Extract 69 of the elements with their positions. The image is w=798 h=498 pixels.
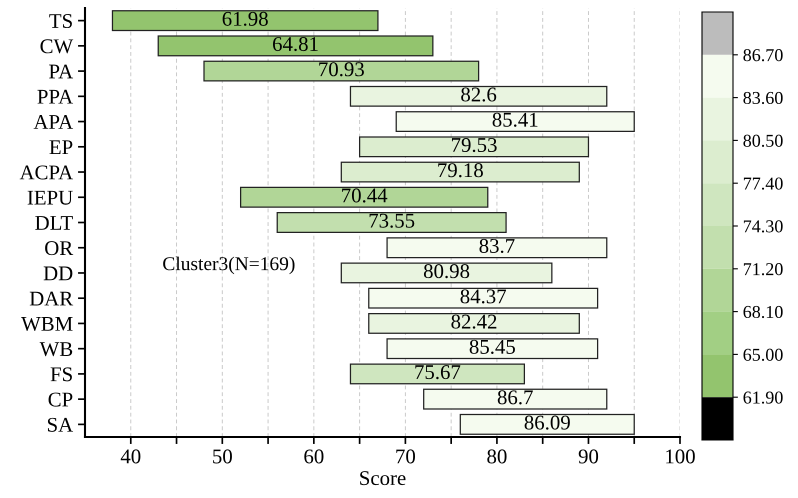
y-tick-label: PA (49, 64, 74, 78)
y-tick-label: ACPA (20, 165, 74, 180)
y-tick-label: DAR (30, 292, 74, 306)
bar (423, 388, 608, 410)
y-tick-label: FS (50, 367, 72, 382)
x-tick-label: 40 (120, 449, 140, 464)
color-bar-label: 77.40 (744, 177, 783, 190)
y-tick-label: DD (44, 266, 72, 280)
color-bar-label: 71.20 (744, 263, 783, 276)
y-tick-label: PPA (37, 90, 74, 104)
annotation: 82.6 (461, 87, 496, 102)
y-tick-label: CP (48, 392, 72, 407)
color-bar-label: 74.30 (744, 220, 783, 233)
annotation: 61.98 (222, 12, 268, 26)
x-tick-label: 80 (487, 449, 507, 464)
bar (386, 237, 608, 258)
annotation: 75.67 (415, 365, 460, 380)
bar (240, 186, 488, 208)
x-tick-label: 90 (578, 449, 598, 464)
bar (368, 288, 598, 309)
bar (386, 338, 598, 360)
bar (340, 162, 580, 182)
y-tick-label: CW (40, 39, 74, 54)
x-tick-label: 70 (396, 449, 416, 464)
color-bar-label: 68.10 (744, 306, 783, 318)
y-tick-label: WBM (21, 317, 73, 331)
bar (340, 262, 552, 284)
annotation: 80.98 (424, 264, 470, 278)
y-tick-label: OR (45, 241, 74, 256)
color-bar-label: 86.70 (743, 49, 783, 62)
bar (350, 86, 608, 107)
color-bar-label: 83.60 (743, 92, 783, 104)
x-tick-label: 50 (213, 449, 232, 464)
x-axis-title: Score (360, 471, 406, 486)
bar (350, 363, 526, 384)
bar (276, 212, 507, 233)
x-tick-label: 60 (304, 449, 324, 464)
annotation: 86.09 (524, 416, 570, 430)
color-bar-label: 61.90 (744, 391, 783, 404)
annotation: 82.42 (451, 314, 496, 329)
annotation: Cluster3(N=169) (163, 256, 295, 274)
annotation: 73.55 (370, 214, 414, 228)
y-tick-label: IEPU (28, 190, 73, 205)
color-bar-label: 80.50 (743, 134, 783, 147)
y-tick-label: WB (40, 342, 72, 356)
y-tick-label: APA (34, 115, 74, 129)
bar (358, 136, 590, 158)
annotation: 85.41 (492, 112, 538, 127)
y-tick-label: EP (49, 140, 72, 154)
annotation: 64.81 (272, 37, 318, 52)
color-bar-label: 65.00 (744, 348, 783, 361)
bar (396, 111, 635, 132)
annotation: 85.45 (470, 340, 515, 354)
annotation: 84.37 (460, 289, 506, 304)
annotation: 83.7 (479, 238, 515, 254)
bar (112, 10, 379, 32)
y-tick-label: SA (48, 418, 74, 432)
annotation: 70.93 (319, 62, 364, 76)
annotation: 79.53 (452, 138, 497, 152)
annotation: 79.18 (438, 163, 483, 178)
annotation: 86.7 (498, 390, 533, 404)
x-tick-label: 100 (666, 449, 695, 464)
annotation: 70.44 (342, 188, 388, 203)
bar (368, 312, 580, 334)
bar (203, 60, 480, 82)
y-tick-label: TS (49, 14, 72, 28)
y-tick-label: DLT (35, 216, 73, 230)
bar (460, 414, 635, 435)
bar (158, 35, 434, 56)
